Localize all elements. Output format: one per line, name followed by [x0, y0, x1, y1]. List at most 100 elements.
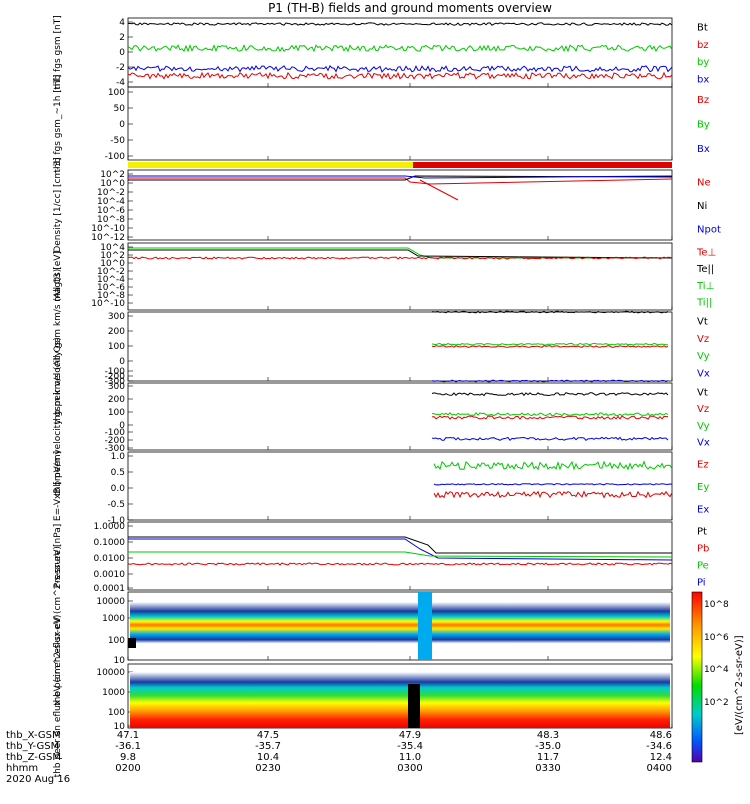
y-tick-label: 300: [108, 382, 125, 392]
legend-pe: Pe: [697, 561, 709, 572]
legend-bx: bx: [697, 74, 709, 85]
y-tick-label: 100: [108, 636, 125, 646]
y-tick-label: 10^0: [100, 259, 125, 269]
y-tick-label: 0: [119, 357, 125, 367]
y-tick-label: 0.0001: [94, 584, 126, 594]
panel-frame: [127, 521, 673, 591]
series-vz: [431, 415, 668, 420]
y-tick-label: 10^0: [100, 179, 125, 189]
legend-te||: Te||: [696, 264, 714, 275]
quality-bar-good: [128, 162, 413, 168]
panel-2: 10^210^010^-210^-410^-610^-810^-1010^-12…: [53, 157, 721, 252]
footer-value: 12.4: [650, 752, 672, 763]
y-tick-label: 10: [114, 722, 126, 732]
y-tick-label: 10^-10: [91, 299, 125, 309]
legend-ey: Ey: [697, 482, 709, 493]
y-tick-label: 1.0000: [94, 522, 126, 532]
y-tick-label: -200: [105, 372, 126, 382]
legend-bz: bz: [697, 40, 709, 51]
y-tick-label: -200: [105, 436, 126, 446]
legend-pi: Pi: [697, 578, 706, 589]
series-bx: [127, 65, 673, 73]
y-tick-label: 10^-8: [97, 215, 125, 225]
series-vt: [431, 310, 669, 314]
legend-bz: Bz: [697, 95, 709, 106]
quality-bar-bad: [413, 162, 672, 168]
panel-7: 1.0000 0.1000 0.0100 0.0010 0.0001 Pressure […: [53, 521, 709, 594]
y-tick-label: -300: [105, 444, 126, 454]
y-tick-label: -100: [105, 152, 126, 162]
footer: thb_X-GSM thb_Y-GSM thb_Z-GSM hhmm 2020 …: [6, 730, 672, 785]
legend-by: By: [697, 120, 710, 131]
y-tick-label: -100: [105, 367, 126, 377]
legend-vz: Vz: [697, 334, 709, 345]
y-tick-label: 200: [108, 395, 125, 405]
footer-row-label: thb_Z-GSM: [6, 752, 61, 763]
legend-by: by: [697, 57, 709, 68]
footer-value: 48.3: [537, 730, 559, 741]
series-npot: [128, 175, 673, 179]
legend-ez: Ez: [697, 459, 709, 470]
legend-te⊥: Te⊥: [696, 247, 716, 258]
legend-ex: Ex: [697, 505, 709, 516]
series-vy: [432, 412, 669, 417]
y-tick-label: -4: [116, 78, 125, 88]
y-axis-label: thb peer en eflux eV (cm^2-s-sr-eV): [53, 615, 63, 778]
legend-vt: Vt: [697, 317, 708, 328]
y-tick-label: 10^-6: [97, 283, 125, 293]
y-tick-label: 10^-2: [97, 267, 125, 277]
y-axis-label: Density [1/cc] [cm-3]: [53, 157, 63, 252]
y-tick-label: 0.0100: [94, 554, 126, 564]
series-pb: [127, 562, 673, 566]
colorbar-label: [eV/(cm^2-s-sr-eV)]: [734, 635, 745, 735]
y-tick-label: 100: [108, 88, 125, 98]
y-tick-label: 300: [108, 312, 125, 322]
footer-value: -36.1: [115, 741, 141, 752]
legend-vy: Vy: [697, 421, 710, 432]
legend-ni: Ni: [697, 201, 707, 212]
colorbar-tick: 10^6: [704, 633, 729, 643]
y-axis-label: thb peer velocity gsm km/s (All Qs): [53, 337, 63, 496]
y-tick-label: 2: [119, 33, 125, 43]
y-axis-label: thb fgs gsm_~1h [nT]: [53, 75, 63, 173]
series-ex: [433, 483, 673, 486]
y-axis-label: thb fgs gsm [nT]: [53, 15, 63, 90]
series-vx: [431, 379, 669, 383]
legend-vx: Vx: [697, 438, 710, 449]
spectrogram-gap: [418, 592, 432, 660]
series-vt: [431, 392, 669, 397]
legend-vy: Vy: [697, 351, 710, 362]
panel-frame: [127, 86, 673, 161]
y-tick-label: -2: [116, 63, 125, 73]
legend-bt: Bt: [697, 23, 708, 34]
panel-frame: [127, 382, 673, 451]
y-tick-label: 10^2: [100, 251, 125, 261]
colorbar-tick: 10^4: [704, 665, 729, 675]
series-vx: [431, 436, 669, 442]
y-tick-label: 1000: [102, 614, 125, 624]
footer-row-label: 2020 Aug 16: [6, 774, 70, 785]
y-tick-label: 0: [119, 421, 125, 431]
panel-0: 4 2 0 -2 -4 thb fgs gsm [nT] Bt bz by bx: [53, 15, 709, 90]
series-ne-decay: [419, 179, 459, 201]
panel-1: 100 50 0 -50 -100 thb fgs gsm_~1h [nT] Bz By Bx: [53, 75, 710, 173]
y-tick-label: 10^-4: [97, 275, 125, 285]
series-by: [127, 43, 673, 53]
spectrogram-gap: [408, 684, 420, 728]
y-axis-label: E=-VxB [mV/m]: [53, 451, 63, 521]
y-tick-label: 100: [108, 408, 125, 418]
y-tick-label: 10000: [96, 597, 125, 607]
y-tick-label: 1.0: [111, 452, 126, 462]
series-bz: [127, 71, 673, 80]
y-tick-label: 100: [108, 708, 125, 718]
y-tick-label: 0.1000: [94, 538, 126, 548]
series-ez: [433, 490, 673, 499]
spectrogram-peir: [130, 602, 670, 648]
y-tick-label: -100: [105, 428, 126, 438]
y-tick-label: 10^-6: [97, 206, 125, 216]
colorbar-tick: 10^8: [704, 600, 729, 610]
panel-frame: [127, 242, 673, 311]
y-tick-label: -1.0: [107, 516, 125, 526]
series-pi: [128, 538, 673, 561]
